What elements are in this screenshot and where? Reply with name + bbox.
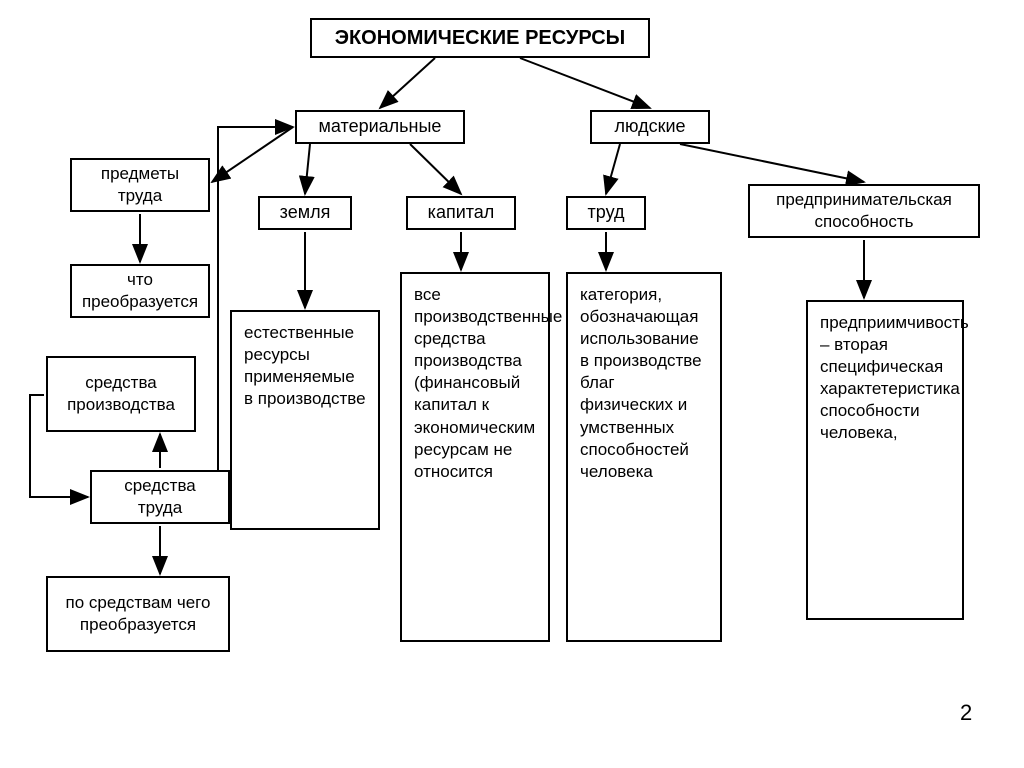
desc-land-text: естественные ресурсы применяемые в произ… [244, 322, 366, 410]
material-label: материальные [319, 115, 442, 138]
what-transforms-label: что преобразуется [82, 269, 198, 313]
means-labor-label: средства труда [102, 475, 218, 519]
labor-label: труд [588, 201, 625, 224]
human-to-labor [606, 144, 620, 194]
human-label: людские [614, 115, 685, 138]
page-number: 2 [960, 700, 972, 726]
desc-capital-text: все производственные средства производст… [414, 284, 562, 483]
human-box: людские [590, 110, 710, 144]
entrepreneur-box: предпринимательская способность [748, 184, 980, 238]
title-box: ЭКОНОМИЧЕСКИЕ РЕСУРСЫ [310, 18, 650, 58]
desc-labor-box: категория, обозначающая использование в … [566, 272, 722, 642]
entrepreneur-label: предпринимательская способность [760, 189, 968, 233]
labor-box: труд [566, 196, 646, 230]
title-text: ЭКОНОМИЧЕСКИЕ РЕСУРСЫ [335, 25, 626, 51]
objects-labor-label: предметы труда [82, 163, 198, 207]
land-box: земля [258, 196, 352, 230]
by-means-label: по средствам чего преобразуется [58, 592, 218, 636]
material-to-objects [212, 127, 293, 182]
objects-labor-box: предметы труда [70, 158, 210, 212]
capital-box: капитал [406, 196, 516, 230]
page-number-text: 2 [960, 700, 972, 725]
desc-land-box: естественные ресурсы применяемые в произ… [230, 310, 380, 530]
human-to-entrepreneur [680, 144, 864, 182]
desc-labor-text: категория, обозначающая использование в … [580, 284, 708, 483]
means-production-box: средства производства [46, 356, 196, 432]
means-labor-box: средства труда [90, 470, 230, 524]
what-transforms-box: что преобразуется [70, 264, 210, 318]
desc-entrepreneur-text: предприимчивость – вторая специфическая … [820, 312, 969, 445]
land-label: земля [280, 201, 331, 224]
material-to-capital [410, 144, 461, 194]
desc-entrepreneur-box: предприимчивость – вторая специфическая … [806, 300, 964, 620]
by-means-box: по средствам чего преобразуется [46, 576, 230, 652]
title-to-material [380, 58, 435, 108]
material-box: материальные [295, 110, 465, 144]
material-to-land [305, 144, 310, 194]
desc-capital-box: все производственные средства производст… [400, 272, 550, 642]
title-to-human [520, 58, 650, 108]
means-production-label: средства производства [58, 372, 184, 416]
capital-label: капитал [428, 201, 495, 224]
